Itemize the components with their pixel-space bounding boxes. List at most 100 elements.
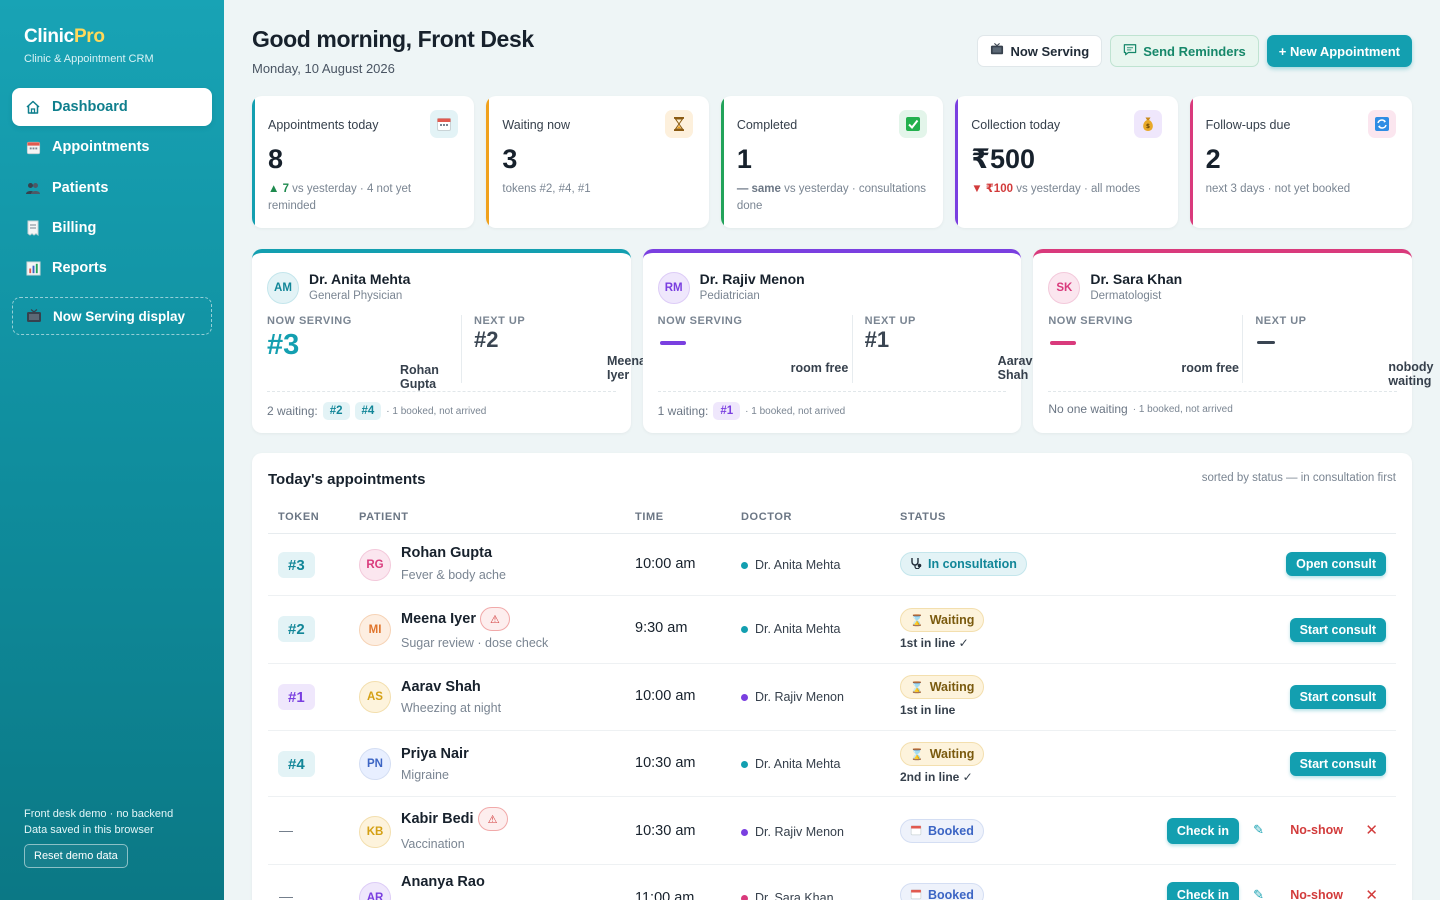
table-row[interactable]: — KB Kabir Bedi ⚠ Vaccination 10:30 am Dr…	[268, 797, 1396, 865]
patient-name[interactable]: Meena Iyer ⚠	[401, 607, 510, 631]
visit-reason: Vaccination	[401, 837, 465, 851]
appointment-time: 11:00 am	[635, 890, 695, 900]
appointment-time: 10:30 am	[635, 755, 696, 771]
no-show-button[interactable]: No-show	[1290, 888, 1343, 900]
stat-subtext: — same vs yesterday · consultations done	[737, 181, 929, 215]
token-badge: #3	[278, 552, 315, 578]
sidebar-item-label: Appointments	[52, 139, 150, 156]
table-header: TOKEN PATIENT TIME DOCTOR STATUS	[268, 509, 1396, 534]
brand-logo: ClinicPro	[24, 26, 105, 48]
doctor-card-sara-khan[interactable]: SK Dr. Sara Khan Dermatologist NOW SERVI…	[1033, 249, 1433, 433]
now-serving-button[interactable]: Now Serving	[977, 35, 1103, 67]
token-chip[interactable]: #1	[713, 402, 741, 420]
doctor-dot	[741, 625, 748, 633]
reset-demo-button[interactable]: Reset demo data	[24, 844, 128, 868]
sidebar-item-billing[interactable]: Billing	[12, 209, 212, 247]
stat-trend: — same	[736, 183, 781, 195]
open-consult-button[interactable]: Open consult	[1286, 552, 1386, 576]
hourglass-icon: ⌛	[910, 681, 924, 694]
next-up-label: NEXT UP	[1255, 315, 1307, 327]
check-in-button[interactable]: Check in	[1166, 882, 1239, 900]
start-consult-button[interactable]: Start consult	[1289, 685, 1386, 709]
header-actions: Now Serving Send Reminders + New Appoint…	[977, 35, 1412, 67]
people-icon	[24, 180, 42, 196]
stat-card-waiting: Waiting now 3 tokens #2, #4, #1	[486, 96, 709, 228]
stat-value: 1	[736, 144, 752, 174]
new-appointment-button[interactable]: + New Appointment	[1266, 35, 1412, 67]
edit-pencil-icon[interactable]: ✎	[1253, 887, 1264, 900]
sidebar-item-reports[interactable]: Reports	[12, 249, 212, 287]
message-icon	[1123, 43, 1137, 59]
sidebar-item-appointments[interactable]: Appointments	[12, 128, 212, 166]
patient-name[interactable]: Priya Nair	[401, 746, 469, 762]
token-chip[interactable]: #2	[322, 402, 350, 420]
warning-icon: ⚠	[477, 807, 508, 831]
table-row[interactable]: #3 RG Rohan Gupta Fever & body ache 10:0…	[268, 534, 1396, 596]
patient-name-text: Ananya Rao	[401, 874, 485, 890]
start-consult-button[interactable]: Start consult	[1289, 618, 1386, 642]
hourglass-icon: ⌛	[910, 748, 924, 761]
hourglass-icon: ⌛	[910, 614, 924, 627]
stat-trend-text: vs yesterday · 4 not yet reminded	[268, 183, 412, 212]
stat-card-appointments: Appointments today 8 ▲ 7 vs yesterday · …	[252, 96, 475, 228]
brand-subtitle: Clinic & Appointment CRM	[24, 53, 154, 65]
calendar-icon	[430, 110, 459, 138]
patient-name[interactable]: Ananya Rao	[401, 874, 485, 890]
cancel-x-icon[interactable]: ✕	[1365, 822, 1378, 839]
patient-name-text: Priya Nair	[401, 746, 469, 762]
doctor-name: Dr. Rajiv Menon	[699, 271, 805, 287]
status-text: Booked	[928, 888, 974, 900]
avatar: MI	[359, 614, 391, 646]
now-serving-label: NOW SERVING	[1048, 315, 1134, 327]
doctor-name: Dr. Anita Mehta	[309, 271, 411, 287]
booked-note: · 1 booked, not arrived	[1132, 403, 1233, 415]
patient-name-text: Meena Iyer	[401, 611, 476, 627]
check-in-button[interactable]: Check in	[1166, 818, 1239, 844]
token-empty: —	[279, 822, 293, 838]
sidebar-item-patients[interactable]: Patients	[12, 169, 212, 207]
patient-name[interactable]: Rohan Gupta	[401, 545, 492, 561]
sidebar-item-dashboard[interactable]: Dashboard	[12, 88, 212, 126]
calendar-icon	[910, 824, 922, 839]
doctor-dot	[741, 561, 748, 569]
appointment-doctor: Dr. Rajiv Menon	[741, 690, 844, 704]
table-row[interactable]: — AR Ananya Rao 11:00 am Dr. Sara Khan B…	[268, 865, 1396, 900]
sidebar-now-serving-display[interactable]: Now Serving display	[12, 297, 212, 336]
sidebar-item-label: Billing	[52, 219, 97, 236]
page-date: Monday, 10 August 2026	[252, 61, 395, 76]
status-badge: ⌛ Waiting	[900, 675, 985, 699]
repeat-icon	[1368, 110, 1397, 138]
start-consult-button[interactable]: Start consult	[1289, 752, 1386, 776]
doctor-card-anita-mehta[interactable]: AM Dr. Anita Mehta General Physician NOW…	[252, 249, 646, 433]
send-reminders-button[interactable]: Send Reminders	[1110, 35, 1259, 67]
calendar-icon	[910, 888, 922, 900]
avatar: AS	[359, 681, 391, 713]
brand-name-a: Clinic	[24, 26, 74, 47]
appointment-time: 10:00 am	[635, 556, 696, 572]
visit-reason: Fever & body ache	[401, 568, 506, 582]
patient-name-text: Kabir Bedi	[401, 811, 474, 827]
appointments-panel: Today's appointments sorted by status — …	[252, 453, 1412, 900]
patient-name[interactable]: Kabir Bedi ⚠	[401, 807, 508, 831]
sidebar-footer: Front desk demo · no backend Data saved …	[24, 806, 173, 838]
doctor-name: Dr. Anita Mehta	[755, 558, 841, 572]
avatar: AM	[267, 272, 299, 304]
table-row[interactable]: #2 MI Meena Iyer ⚠ Sugar review · dose ch…	[268, 596, 1396, 664]
token-chip[interactable]: #4	[354, 402, 382, 420]
patient-name[interactable]: Aarav Shah	[401, 679, 481, 695]
table-row[interactable]: #4 PN Priya Nair Migraine 10:30 am Dr. A…	[268, 731, 1396, 797]
stat-label: Collection today	[971, 118, 1061, 132]
table-row[interactable]: #1 AS Aarav Shah Wheezing at night 10:00…	[268, 664, 1396, 731]
status-text: Booked	[928, 824, 974, 838]
stat-label: Follow-ups due	[1205, 118, 1291, 132]
no-show-button[interactable]: No-show	[1290, 823, 1343, 837]
doctor-card-rajiv-menon[interactable]: RM Dr. Rajiv Menon Pediatrician NOW SERV…	[642, 249, 1032, 433]
next-up-section: NEXT UP #2 Meena Iyer	[474, 315, 646, 382]
edit-pencil-icon[interactable]: ✎	[1253, 822, 1264, 837]
cancel-x-icon[interactable]: ✕	[1365, 887, 1378, 900]
now-serving-section: NOW SERVING room free	[1048, 315, 1244, 383]
now-serving-label: NOW SERVING	[267, 315, 352, 327]
now-serving-label: Now Serving	[1010, 43, 1090, 59]
next-up-patient: nobody waiting	[1388, 360, 1434, 388]
avatar: AR	[359, 882, 391, 900]
